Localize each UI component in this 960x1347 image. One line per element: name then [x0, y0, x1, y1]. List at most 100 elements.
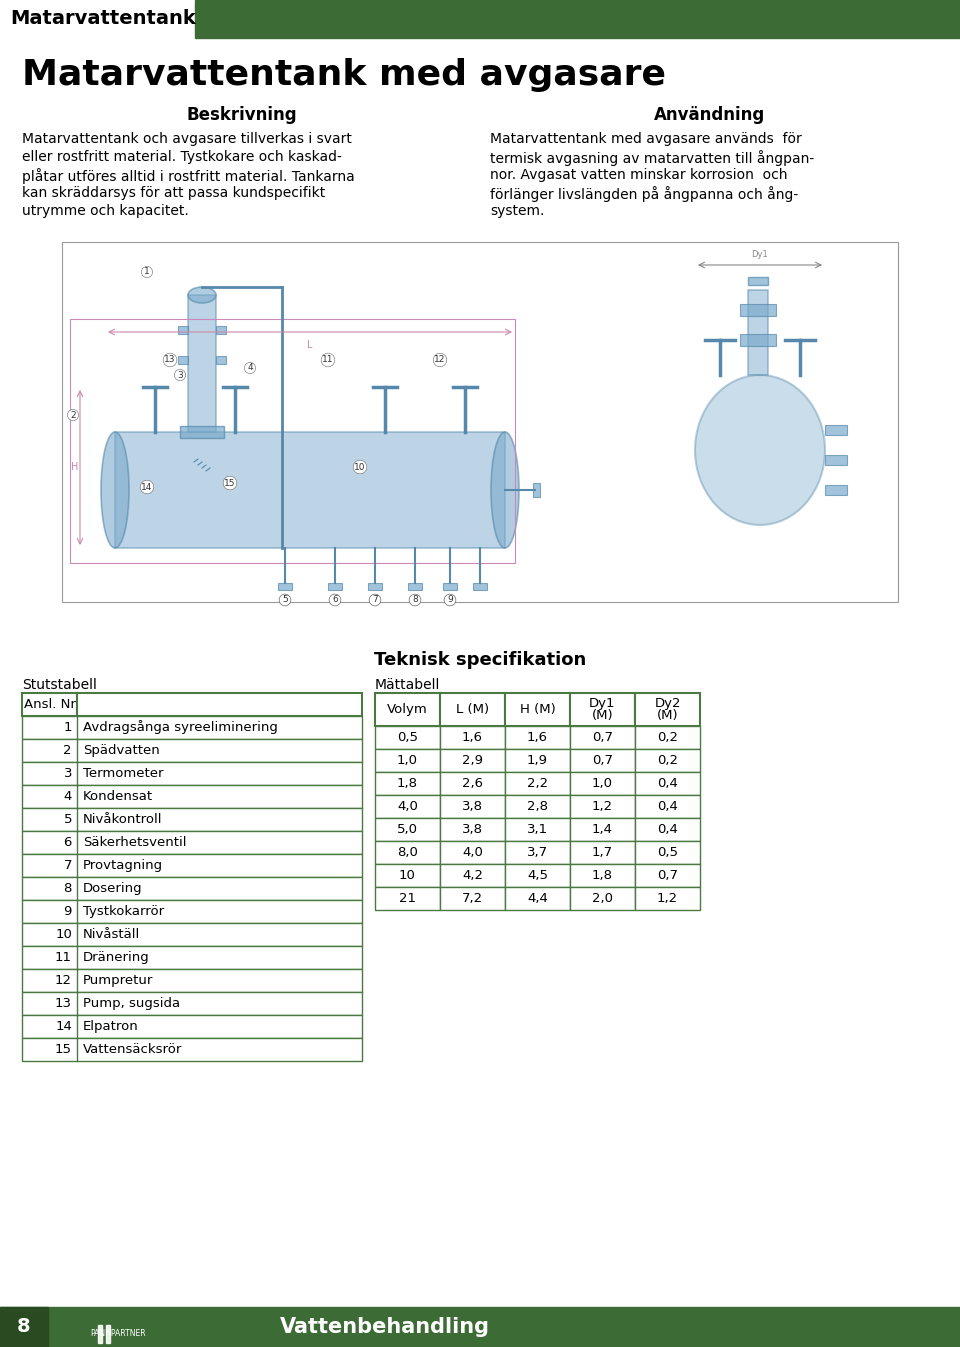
- Bar: [443, 583, 457, 590]
- Bar: [375, 818, 440, 841]
- Bar: [635, 795, 700, 818]
- Bar: [0, 0, 960, 38]
- Text: 1,8: 1,8: [592, 869, 613, 882]
- Text: 1,0: 1,0: [397, 754, 418, 766]
- Text: 4,0: 4,0: [462, 846, 483, 859]
- Bar: [440, 795, 505, 818]
- Text: 21: 21: [399, 892, 416, 905]
- Bar: [505, 772, 570, 795]
- Bar: [505, 888, 570, 911]
- Text: kan skräddarsys för att passa kundspecifikt: kan skräddarsys för att passa kundspecif…: [22, 186, 325, 199]
- Text: 11: 11: [323, 356, 334, 365]
- Bar: [635, 726, 700, 749]
- Bar: [570, 863, 635, 888]
- Bar: [505, 841, 570, 863]
- Text: 1,6: 1,6: [527, 731, 548, 744]
- Text: 0,7: 0,7: [592, 754, 613, 766]
- Bar: [635, 863, 700, 888]
- Bar: [216, 326, 226, 334]
- Text: 9: 9: [447, 595, 453, 605]
- Text: Stutstabell: Stutstabell: [22, 678, 97, 692]
- Bar: [505, 749, 570, 772]
- Text: 1,2: 1,2: [657, 892, 678, 905]
- Text: 1,8: 1,8: [397, 777, 418, 789]
- Bar: [570, 749, 635, 772]
- Bar: [570, 692, 635, 726]
- Text: 3,8: 3,8: [462, 823, 483, 836]
- Bar: [106, 1325, 110, 1343]
- Text: 2,9: 2,9: [462, 754, 483, 766]
- Text: Volym: Volym: [387, 703, 428, 717]
- Text: 1: 1: [144, 268, 150, 276]
- Text: 0,4: 0,4: [657, 823, 678, 836]
- Text: 4,4: 4,4: [527, 892, 548, 905]
- Text: 15: 15: [55, 1043, 72, 1056]
- Bar: [635, 818, 700, 841]
- Text: 10: 10: [354, 462, 366, 471]
- Text: Tystkokarrör: Tystkokarrör: [83, 905, 164, 919]
- Bar: [570, 795, 635, 818]
- Bar: [825, 455, 847, 465]
- Text: L: L: [307, 339, 313, 350]
- Text: 5: 5: [63, 814, 72, 826]
- Text: 8: 8: [412, 595, 418, 605]
- Bar: [570, 888, 635, 911]
- Bar: [375, 795, 440, 818]
- Bar: [178, 356, 188, 364]
- Text: 13: 13: [55, 997, 72, 1010]
- Bar: [375, 692, 440, 726]
- Bar: [505, 726, 570, 749]
- Text: 7,2: 7,2: [462, 892, 483, 905]
- Bar: [368, 583, 382, 590]
- Text: 0,5: 0,5: [397, 731, 418, 744]
- Text: eller rostfritt material. Tystkokare och kaskad-: eller rostfritt material. Tystkokare och…: [22, 150, 342, 164]
- Text: 0,2: 0,2: [657, 754, 678, 766]
- Text: Pumpretur: Pumpretur: [83, 974, 154, 987]
- Bar: [570, 772, 635, 795]
- Text: L (M): L (M): [456, 703, 489, 717]
- Bar: [22, 785, 362, 808]
- Ellipse shape: [695, 374, 825, 525]
- Text: 1,0: 1,0: [592, 777, 613, 789]
- Text: Matarvattentank och avgasare tillverkas i svart: Matarvattentank och avgasare tillverkas …: [22, 132, 352, 145]
- Text: Dränering: Dränering: [83, 951, 150, 964]
- Bar: [115, 432, 505, 548]
- Text: Nivåställ: Nivåställ: [83, 928, 140, 942]
- Text: 8: 8: [63, 882, 72, 894]
- Text: Säkerhetsventil: Säkerhetsventil: [83, 836, 186, 849]
- Text: 12: 12: [434, 356, 445, 365]
- Text: 1,9: 1,9: [527, 754, 548, 766]
- Bar: [22, 946, 362, 968]
- Text: 7: 7: [372, 595, 378, 605]
- Ellipse shape: [101, 432, 129, 548]
- Bar: [408, 583, 422, 590]
- Text: system.: system.: [490, 203, 544, 218]
- Bar: [440, 818, 505, 841]
- Text: Termometer: Termometer: [83, 766, 163, 780]
- Bar: [440, 888, 505, 911]
- Bar: [22, 923, 362, 946]
- Text: 3,8: 3,8: [462, 800, 483, 814]
- Text: 8: 8: [17, 1317, 31, 1336]
- Bar: [635, 692, 700, 726]
- Text: 4: 4: [63, 789, 72, 803]
- Text: Matarvattentank: Matarvattentank: [10, 9, 196, 28]
- Ellipse shape: [491, 432, 519, 548]
- Bar: [375, 749, 440, 772]
- Bar: [328, 583, 342, 590]
- Bar: [22, 717, 362, 740]
- Text: 0,5: 0,5: [657, 846, 678, 859]
- Text: Användning: Användning: [655, 106, 766, 124]
- Text: 10: 10: [55, 928, 72, 942]
- Text: utrymme och kapacitet.: utrymme och kapacitet.: [22, 203, 189, 218]
- Bar: [440, 863, 505, 888]
- Text: 10: 10: [399, 869, 416, 882]
- Text: 0,2: 0,2: [657, 731, 678, 744]
- Bar: [22, 991, 362, 1016]
- Text: Nivåkontroll: Nivåkontroll: [83, 814, 162, 826]
- Text: 3,7: 3,7: [527, 846, 548, 859]
- Text: 1,6: 1,6: [462, 731, 483, 744]
- Text: 14: 14: [141, 482, 153, 492]
- Bar: [740, 334, 776, 346]
- Text: 12: 12: [55, 974, 72, 987]
